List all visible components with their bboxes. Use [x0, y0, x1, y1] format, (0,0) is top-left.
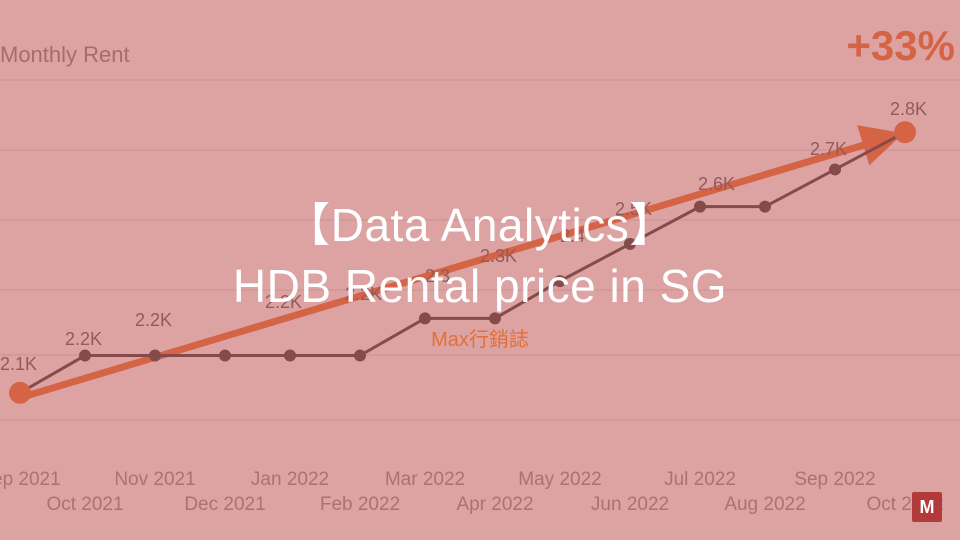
stage: Monthly Rent2.1K2.2K2.2K2.2K2.2K2.32.3K2…	[0, 0, 960, 540]
brand-badge: M	[912, 492, 942, 522]
title-line-2: HDB Rental price in SG	[233, 259, 727, 313]
subtitle: Max行銷誌	[431, 323, 529, 352]
brand-badge-letter: M	[920, 497, 935, 518]
title-block: 【Data Analytics】 HDB Rental price in SG …	[0, 0, 960, 540]
title-line-1: 【Data Analytics】	[284, 189, 675, 255]
